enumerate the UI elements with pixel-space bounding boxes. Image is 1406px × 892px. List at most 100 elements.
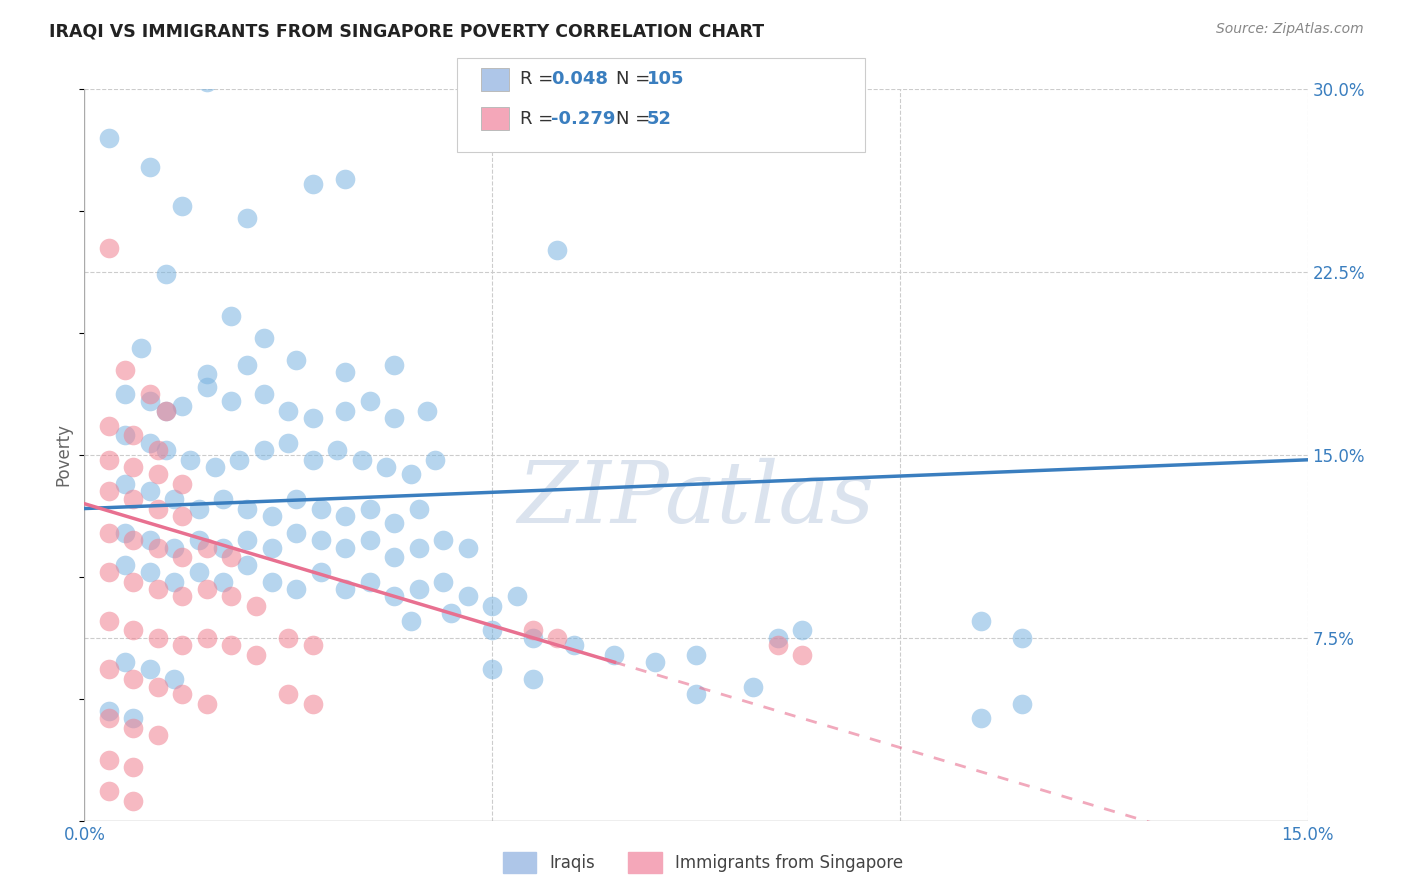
Point xyxy=(790,648,813,662)
Point xyxy=(546,243,568,257)
Point xyxy=(122,672,145,686)
Point xyxy=(97,525,120,540)
Point xyxy=(97,784,120,798)
Point xyxy=(122,760,145,774)
Point xyxy=(245,599,267,613)
Point xyxy=(172,199,194,213)
Point xyxy=(253,331,276,345)
Point xyxy=(382,411,405,425)
Point xyxy=(97,418,120,433)
Point xyxy=(423,452,446,467)
Point xyxy=(155,443,177,458)
Point xyxy=(163,574,186,589)
Point xyxy=(122,624,145,638)
Point xyxy=(172,590,194,604)
Point xyxy=(131,341,153,355)
Point xyxy=(440,607,463,621)
Point xyxy=(212,541,235,555)
Point xyxy=(212,491,235,506)
Point xyxy=(122,491,145,506)
Point xyxy=(179,452,201,467)
Point xyxy=(603,648,626,662)
Point xyxy=(277,631,299,645)
Point xyxy=(155,268,177,282)
Point xyxy=(481,663,503,677)
Point xyxy=(97,704,120,718)
Point xyxy=(277,687,299,701)
Point xyxy=(187,533,209,548)
Point xyxy=(335,582,357,596)
Point xyxy=(146,443,169,458)
Point xyxy=(163,541,186,555)
Text: 105: 105 xyxy=(647,70,685,88)
Point xyxy=(122,428,145,442)
Point xyxy=(285,352,308,367)
Point xyxy=(481,624,503,638)
Point xyxy=(742,680,765,694)
Point xyxy=(236,533,259,548)
Point xyxy=(408,501,430,516)
Point xyxy=(399,614,422,628)
Point xyxy=(195,75,218,89)
Point xyxy=(260,541,283,555)
Point xyxy=(236,501,259,516)
Point xyxy=(219,590,242,604)
Point xyxy=(195,541,218,555)
Point xyxy=(359,394,381,409)
Point xyxy=(562,638,585,652)
Point xyxy=(146,501,169,516)
Point xyxy=(277,404,299,418)
Point xyxy=(236,358,259,372)
Point xyxy=(359,501,381,516)
Point xyxy=(335,541,357,555)
Point xyxy=(253,387,276,401)
Point xyxy=(253,443,276,458)
Point xyxy=(146,582,169,596)
Point xyxy=(138,435,160,450)
Point xyxy=(382,358,405,372)
Point xyxy=(172,638,194,652)
Point xyxy=(219,394,242,409)
Text: N =: N = xyxy=(616,70,655,88)
Point xyxy=(114,477,136,491)
Point xyxy=(138,484,160,499)
Point xyxy=(309,565,332,579)
Point xyxy=(1011,697,1033,711)
Point xyxy=(114,525,136,540)
Point xyxy=(219,638,242,652)
Point xyxy=(335,172,357,186)
Point xyxy=(309,501,332,516)
Point xyxy=(236,211,259,226)
Point xyxy=(766,631,789,645)
Point xyxy=(172,550,194,565)
Point xyxy=(245,648,267,662)
Point xyxy=(114,655,136,669)
Point xyxy=(970,711,993,725)
Point xyxy=(260,508,283,523)
Point xyxy=(335,365,357,379)
Point xyxy=(236,558,259,572)
Point xyxy=(138,160,160,174)
Text: IRAQI VS IMMIGRANTS FROM SINGAPORE POVERTY CORRELATION CHART: IRAQI VS IMMIGRANTS FROM SINGAPORE POVER… xyxy=(49,22,765,40)
Point xyxy=(97,711,120,725)
Point xyxy=(685,687,707,701)
Point xyxy=(228,452,250,467)
Point xyxy=(114,428,136,442)
Point xyxy=(97,753,120,767)
Point xyxy=(155,404,177,418)
Point xyxy=(408,541,430,555)
Legend: Iraqis, Immigrants from Singapore: Iraqis, Immigrants from Singapore xyxy=(496,846,910,880)
Point xyxy=(301,452,323,467)
Point xyxy=(163,672,186,686)
Point xyxy=(163,491,186,506)
Point xyxy=(122,460,145,475)
Point xyxy=(219,309,242,323)
Point xyxy=(97,614,120,628)
Point xyxy=(146,680,169,694)
Point xyxy=(138,394,160,409)
Point xyxy=(644,655,666,669)
Point xyxy=(432,533,454,548)
Point xyxy=(219,550,242,565)
Point xyxy=(195,582,218,596)
Point xyxy=(195,697,218,711)
